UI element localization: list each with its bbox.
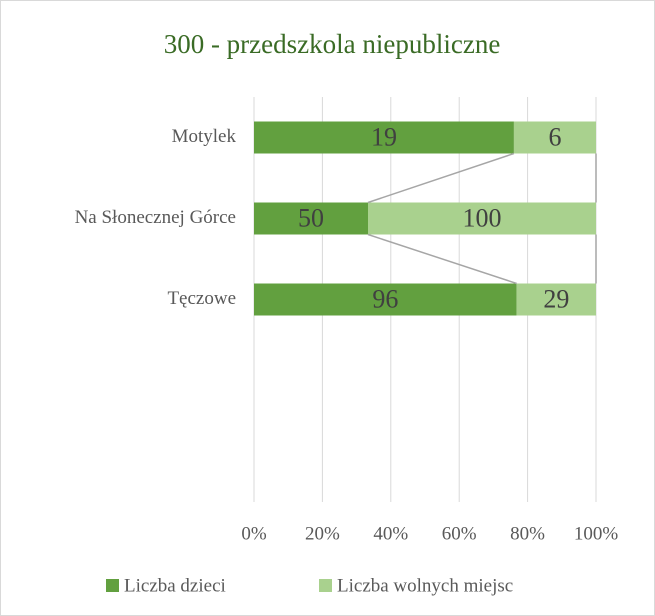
x-tick-label: 100% bbox=[574, 523, 619, 544]
x-tick-label: 60% bbox=[442, 523, 477, 544]
bar-segment bbox=[368, 202, 596, 235]
y-tick-label: Motylek bbox=[172, 126, 237, 147]
series-line bbox=[367, 152, 515, 204]
x-tick-label: 40% bbox=[373, 523, 408, 544]
legend-swatch bbox=[106, 579, 119, 592]
data-label: 96 bbox=[372, 284, 398, 313]
y-tick-label: Tęczowe bbox=[167, 288, 236, 309]
x-tick-label: 20% bbox=[305, 523, 340, 544]
data-label: 6 bbox=[548, 122, 561, 151]
x-tick-label: 80% bbox=[510, 523, 545, 544]
data-label: 100 bbox=[463, 203, 502, 232]
legend-label: Liczba wolnych miejsc bbox=[337, 575, 513, 596]
series-line bbox=[367, 233, 517, 285]
data-label: 19 bbox=[371, 122, 397, 151]
data-label: 50 bbox=[298, 203, 324, 232]
x-tick-label: 0% bbox=[241, 523, 267, 544]
bar-segment bbox=[254, 202, 368, 235]
bar-segment bbox=[516, 283, 596, 316]
legend-swatch bbox=[319, 579, 332, 592]
chart-title: 300 - przedszkola niepubliczne bbox=[164, 29, 501, 59]
bar-segment bbox=[254, 121, 514, 154]
bar-segment bbox=[513, 121, 596, 154]
y-tick-label: Na Słonecznej Górce bbox=[75, 207, 236, 228]
legend-label: Liczba dzieci bbox=[124, 575, 226, 596]
data-label: 29 bbox=[543, 284, 569, 313]
bar-segment bbox=[254, 283, 517, 316]
